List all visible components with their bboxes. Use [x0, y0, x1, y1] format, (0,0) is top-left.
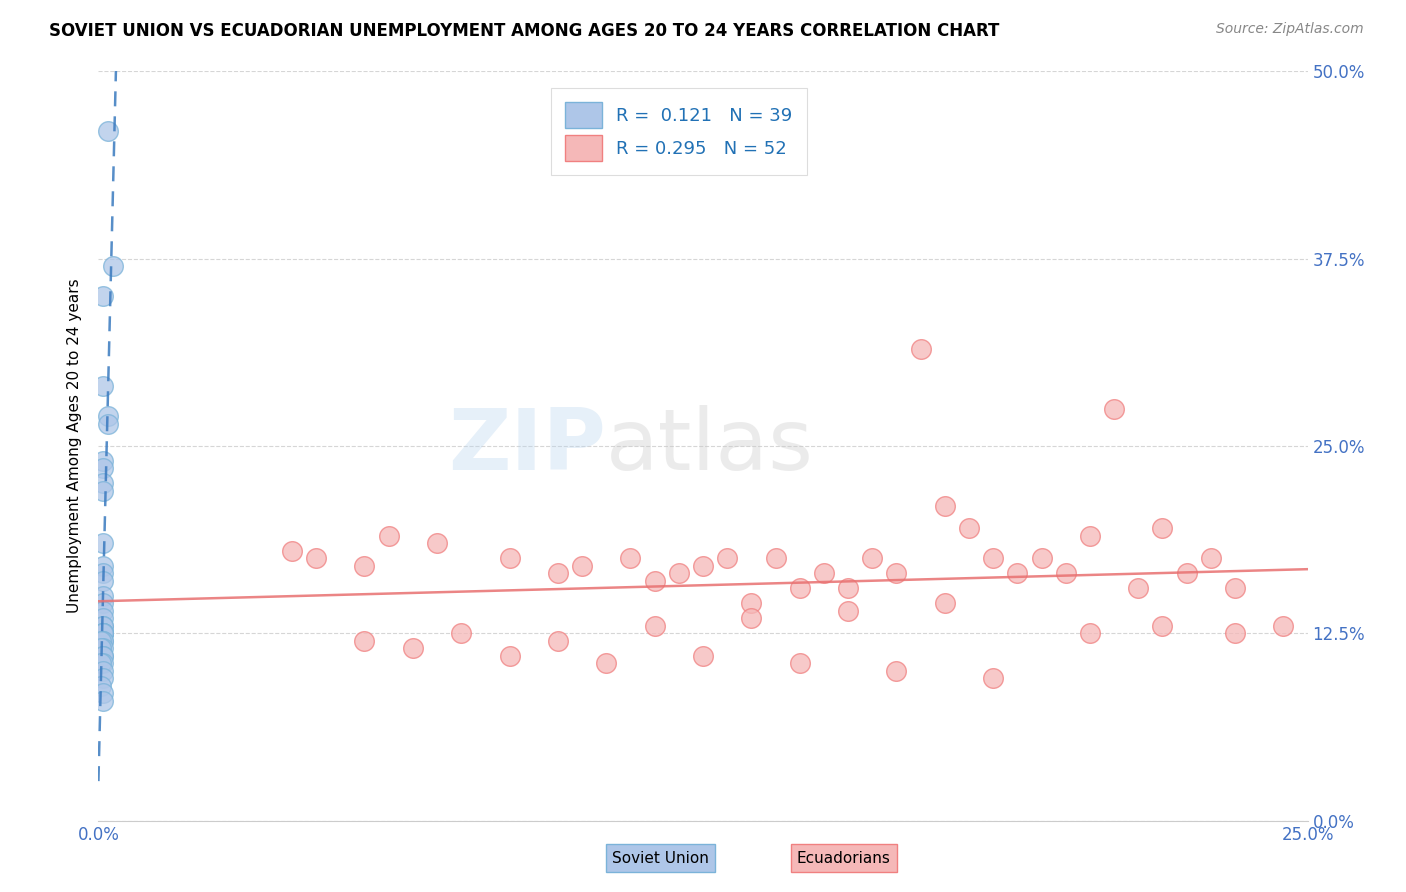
Point	[91, 641, 114, 656]
Point	[981, 551, 1004, 566]
Point	[281, 544, 304, 558]
Point	[1054, 566, 1077, 581]
Point	[97, 417, 120, 431]
Point	[740, 596, 762, 610]
Point	[353, 633, 375, 648]
Point	[716, 551, 738, 566]
Point	[1175, 566, 1198, 581]
Point	[91, 558, 114, 573]
Point	[91, 604, 114, 618]
Point	[1223, 626, 1246, 640]
Point	[1007, 566, 1029, 581]
Point	[1199, 551, 1222, 566]
Point	[910, 342, 932, 356]
Point	[91, 619, 114, 633]
Point	[91, 454, 114, 468]
Point	[91, 648, 114, 663]
Point	[1152, 619, 1174, 633]
Point	[97, 409, 120, 423]
Point	[91, 461, 114, 475]
Point	[91, 476, 114, 491]
Point	[91, 648, 114, 663]
Point	[91, 671, 114, 685]
Point	[90, 679, 112, 693]
Text: ZIP: ZIP	[449, 404, 606, 488]
Point	[1128, 582, 1150, 596]
Point	[91, 483, 114, 498]
Legend: R =  0.121   N = 39, R = 0.295   N = 52: R = 0.121 N = 39, R = 0.295 N = 52	[551, 88, 807, 175]
Point	[789, 657, 811, 671]
Point	[91, 596, 114, 610]
Point	[91, 379, 114, 393]
Point	[619, 551, 641, 566]
Point	[957, 521, 980, 535]
Point	[692, 648, 714, 663]
Point	[765, 551, 787, 566]
Point	[644, 574, 666, 588]
Point	[91, 626, 114, 640]
Point	[740, 611, 762, 625]
Point	[90, 641, 112, 656]
Point	[91, 694, 114, 708]
Point	[91, 536, 114, 550]
Y-axis label: Unemployment Among Ages 20 to 24 years: Unemployment Among Ages 20 to 24 years	[67, 278, 83, 614]
Point	[1272, 619, 1295, 633]
Point	[91, 626, 114, 640]
Point	[886, 566, 908, 581]
Point	[402, 641, 425, 656]
Point	[91, 566, 114, 581]
Point	[91, 289, 114, 303]
Text: Ecuadorians: Ecuadorians	[797, 851, 890, 865]
Point	[450, 626, 472, 640]
Point	[934, 499, 956, 513]
Point	[91, 589, 114, 603]
Point	[91, 611, 114, 625]
Point	[91, 626, 114, 640]
Point	[91, 626, 114, 640]
Point	[91, 633, 114, 648]
Point	[91, 686, 114, 700]
Text: SOVIET UNION VS ECUADORIAN UNEMPLOYMENT AMONG AGES 20 TO 24 YEARS CORRELATION CH: SOVIET UNION VS ECUADORIAN UNEMPLOYMENT …	[49, 22, 1000, 40]
Point	[498, 648, 520, 663]
Point	[1152, 521, 1174, 535]
Text: atlas: atlas	[606, 404, 814, 488]
Point	[595, 657, 617, 671]
Point	[813, 566, 835, 581]
Point	[377, 529, 399, 543]
Point	[91, 619, 114, 633]
Point	[668, 566, 690, 581]
Point	[837, 582, 859, 596]
Point	[934, 596, 956, 610]
Text: Source: ZipAtlas.com: Source: ZipAtlas.com	[1216, 22, 1364, 37]
Text: Soviet Union: Soviet Union	[613, 851, 709, 865]
Point	[547, 566, 569, 581]
Point	[91, 633, 114, 648]
Point	[91, 626, 114, 640]
Point	[353, 558, 375, 573]
Point	[91, 664, 114, 678]
Point	[1078, 626, 1101, 640]
Point	[1102, 401, 1125, 416]
Point	[90, 657, 112, 671]
Point	[547, 633, 569, 648]
Point	[1031, 551, 1053, 566]
Point	[1078, 529, 1101, 543]
Point	[571, 558, 593, 573]
Point	[692, 558, 714, 573]
Point	[860, 551, 883, 566]
Point	[91, 657, 114, 671]
Point	[498, 551, 520, 566]
Point	[644, 619, 666, 633]
Point	[97, 124, 120, 138]
Point	[426, 536, 449, 550]
Point	[90, 633, 112, 648]
Point	[1223, 582, 1246, 596]
Point	[789, 582, 811, 596]
Point	[101, 259, 124, 273]
Point	[91, 574, 114, 588]
Point	[305, 551, 328, 566]
Point	[981, 671, 1004, 685]
Point	[886, 664, 908, 678]
Point	[837, 604, 859, 618]
